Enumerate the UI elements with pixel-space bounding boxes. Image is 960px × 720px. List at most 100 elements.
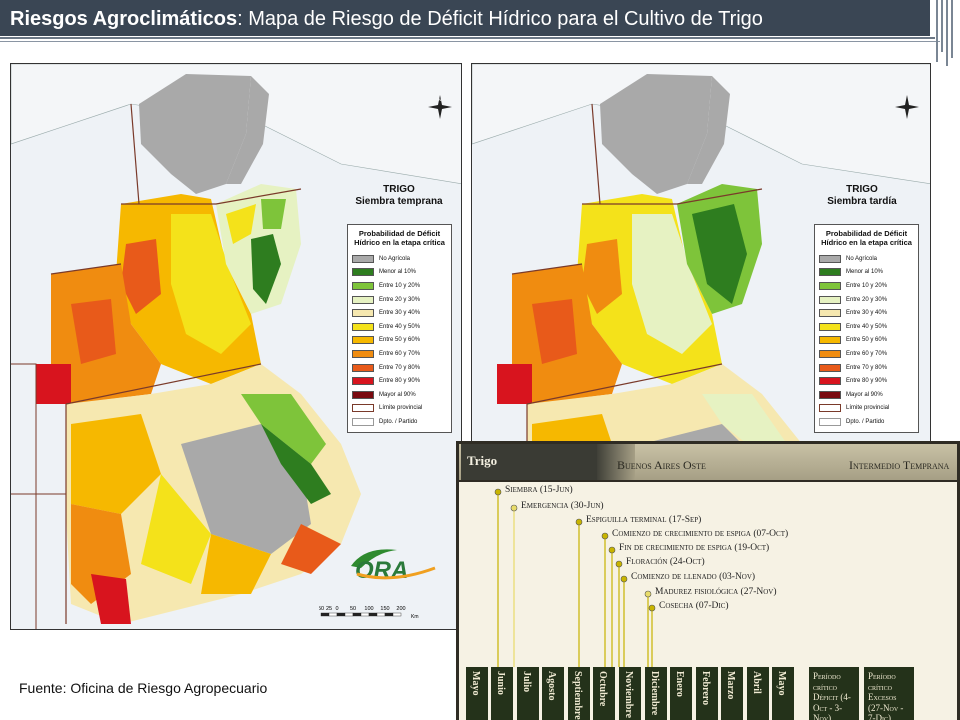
legend-item: No Agrícola — [352, 252, 447, 266]
map-early-sowing: TRIGO Siembra temprana N Probabilidad de … — [10, 63, 462, 630]
month-cell: Octubre — [593, 667, 615, 720]
legend-item: Entre 70 y 80% — [352, 361, 447, 375]
month-cell: Septiembre — [568, 667, 590, 720]
legend-label: Entre 80 y 90% — [846, 378, 888, 385]
scale-segment — [344, 612, 354, 617]
legend-swatch — [819, 254, 841, 263]
legend-item: Entre 80 y 90% — [819, 374, 914, 388]
legend-item: Menor al 10% — [819, 266, 914, 280]
critical-period-box: Período crítico Excesos (27-Nov - 7-Dic) — [864, 667, 914, 720]
month-cell: Marzo — [721, 667, 743, 720]
scale-unit: Km — [411, 614, 419, 620]
legend-label: Entre 20 y 30% — [846, 296, 888, 303]
legend-swatch — [819, 390, 841, 399]
legend-label: Entre 20 y 30% — [379, 296, 421, 303]
legend-swatch — [819, 295, 841, 304]
scale-tick-label: 100 — [364, 606, 373, 612]
stage-marker — [648, 604, 656, 612]
legend-swatch — [819, 349, 841, 358]
legend-swatch — [352, 336, 374, 345]
legend-swatch — [352, 349, 374, 358]
legend-label: Entre 40 y 50% — [379, 323, 421, 330]
legend-swatch — [352, 404, 374, 413]
month-label: Julio — [521, 671, 532, 693]
stage-marker — [510, 504, 518, 512]
scale-segment — [392, 612, 402, 617]
legend-item: Menor al 10% — [352, 266, 447, 280]
legend-swatch — [352, 295, 374, 304]
legend-item: Entre 50 y 60% — [352, 334, 447, 348]
legend-item: Entre 40 y 50% — [819, 320, 914, 334]
legend-swatch — [819, 281, 841, 290]
svg-text:ORA: ORA — [355, 557, 408, 584]
legend-swatch — [352, 309, 374, 318]
legend-label: Entre 60 y 70% — [379, 350, 421, 357]
legend-label: No Agrícola — [846, 255, 878, 262]
month-label: Octubre — [597, 671, 608, 707]
stage-marker — [575, 518, 583, 526]
legend-label: Límite provincial — [379, 405, 423, 412]
site-name: Buenos Aires Oste — [617, 458, 706, 472]
legend-label: Entre 10 y 20% — [846, 282, 888, 289]
legend-item: Límite provincial — [352, 402, 447, 416]
legend-item: Entre 60 y 70% — [352, 347, 447, 361]
month-cell: Mayo — [466, 667, 488, 720]
maturity-group: Intermedio Temprana — [849, 458, 950, 472]
legend-label: Entre 60 y 70% — [846, 350, 888, 357]
stage-marker — [601, 532, 609, 540]
map-title: TRIGO Siembra tardía — [827, 184, 897, 207]
month-cell: Junio — [491, 667, 513, 720]
legend-label: Dpto. / Partido — [846, 418, 885, 425]
stage-label: Cosecha (07-Dic) — [659, 601, 729, 611]
decorative-line — [936, 0, 938, 62]
legend-label: Entre 70 y 80% — [846, 364, 888, 371]
stage-label: Espiguilla terminal (17-Sep) — [586, 515, 702, 525]
scale-segment — [384, 612, 394, 617]
legend-label: Entre 30 y 40% — [846, 310, 888, 317]
ora-logo: ORA — [347, 544, 442, 584]
map-title: TRIGO Siembra temprana — [355, 184, 443, 207]
scale-segment — [360, 612, 370, 617]
header-bar: Riesgos Agroclimáticos: Mapa de Riesgo d… — [0, 0, 930, 36]
crop-name: Trigo — [461, 444, 597, 480]
legend-label: Entre 80 y 90% — [379, 378, 421, 385]
stage-marker — [494, 488, 502, 496]
legend-label: Entre 50 y 60% — [846, 337, 888, 344]
legend-item: Entre 20 y 30% — [819, 293, 914, 307]
scale-tick-label: 25 — [326, 606, 332, 612]
legend-label: Entre 40 y 50% — [846, 323, 888, 330]
month-label: Noviembre — [623, 671, 634, 719]
month-label: Junio — [495, 671, 506, 695]
month-cell: Mayo — [772, 667, 794, 720]
legend: Probabilidad de Déficit Hídrico en la et… — [814, 224, 919, 433]
month-label: Enero — [674, 671, 685, 697]
stage-label: Madurez fisiológica (27-Nov) — [655, 587, 777, 597]
legend-swatch — [819, 417, 841, 426]
scale-segment — [320, 612, 330, 617]
legend-swatch — [352, 268, 374, 277]
legend-item: Mayor al 90% — [352, 388, 447, 402]
legend-title: Probabilidad de Déficit Hídrico en la et… — [354, 229, 445, 247]
legend-label: Menor al 10% — [379, 269, 417, 276]
legend-label: Mayor al 90% — [846, 391, 883, 398]
scale-tick-label: 50 — [350, 606, 356, 612]
month-label: Mayo — [470, 671, 481, 696]
legend-label: Límite provincial — [846, 405, 890, 412]
svg-text:N: N — [439, 97, 442, 102]
legend-swatch — [819, 377, 841, 386]
legend-swatch — [352, 322, 374, 331]
header-rule-thin — [0, 41, 940, 42]
decorative-line — [951, 0, 953, 58]
compass-rose-icon — [894, 94, 920, 120]
legend-label: Entre 30 y 40% — [379, 310, 421, 317]
legend-swatch — [352, 363, 374, 372]
month-label: Marzo — [725, 671, 736, 700]
legend-item: Dpto. / Partido — [819, 415, 914, 429]
month-label: Diciembre — [649, 671, 660, 716]
compass-rose-icon: N — [427, 94, 453, 120]
phenology-panel: Trigo Buenos Aires Oste Intermedio Tempr… — [456, 441, 960, 720]
month-cell: Julio — [517, 667, 539, 720]
critical-period-label: Período crítico Excesos (27-Nov - 7-Dic) — [868, 671, 904, 720]
legend-swatch — [819, 336, 841, 345]
header-rule — [0, 37, 935, 39]
